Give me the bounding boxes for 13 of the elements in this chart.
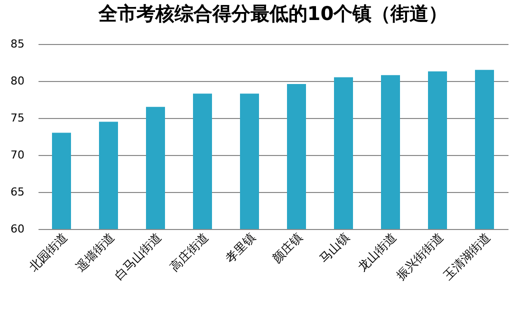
y-tick-label: 70 [10, 148, 24, 162]
x-tick-label: 孝里镇 [222, 230, 258, 266]
y-tick-label: 80 [10, 74, 24, 88]
x-tick-label: 北园街道 [26, 230, 70, 274]
x-tick-label: 高庄街道 [167, 230, 211, 274]
x-tick-label: 马山镇 [316, 230, 352, 266]
y-tick-label: 75 [10, 112, 24, 124]
x-tick-label: 颜庄镇 [270, 230, 305, 266]
y-tick-label: 60 [10, 222, 24, 236]
y-tick-label: 65 [10, 186, 24, 198]
chart-title: 全市考核综合得分最低的10个镇（街道） [97, 3, 448, 25]
y-tick-label: 85 [10, 38, 24, 50]
x-tick-label: 遥墙街道 [73, 230, 117, 274]
